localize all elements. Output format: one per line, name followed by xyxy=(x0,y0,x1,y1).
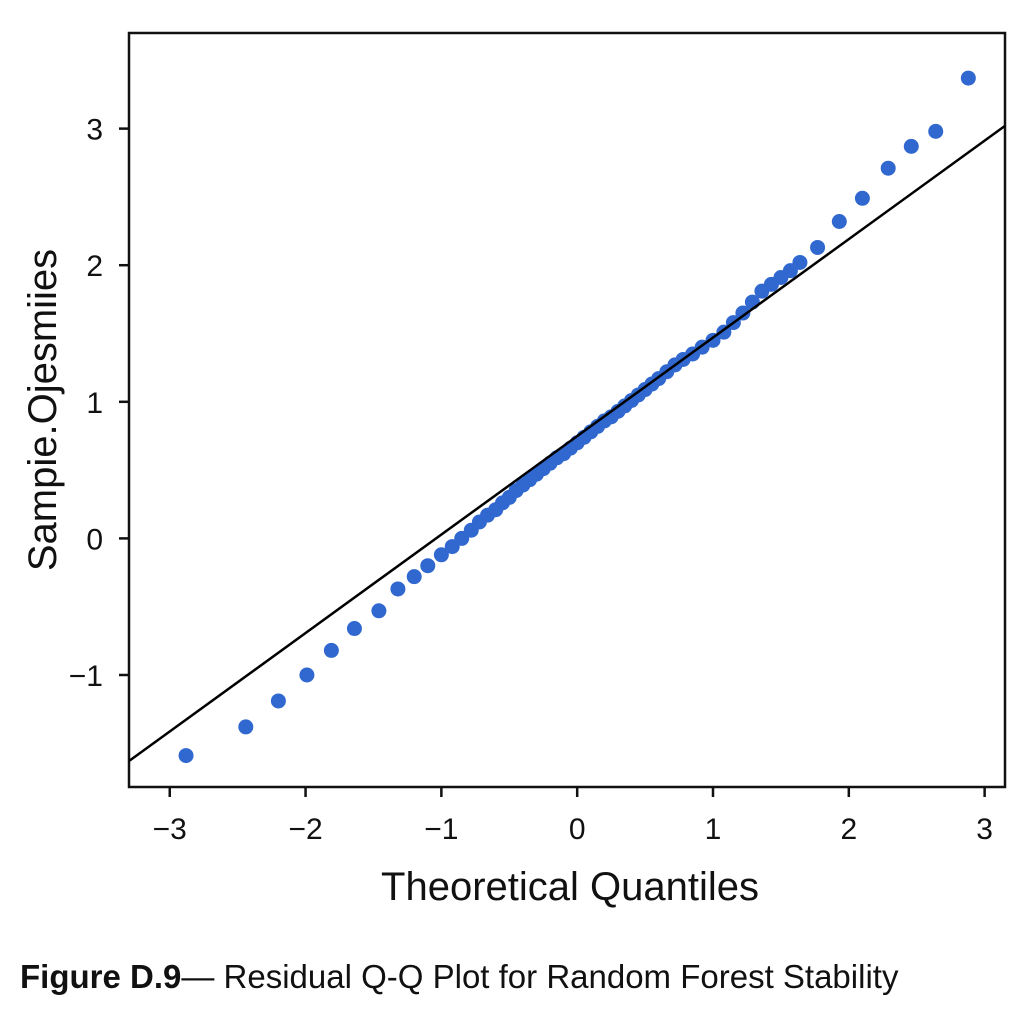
x-tick-label: −2 xyxy=(288,813,322,846)
data-point xyxy=(792,254,808,270)
x-tick-label: 0 xyxy=(569,813,586,846)
x-tick-label: −1 xyxy=(424,813,458,846)
figure-caption: Figure D.9— Residual Q-Q Plot for Random… xyxy=(20,958,1010,996)
data-point xyxy=(420,558,436,574)
data-point xyxy=(406,569,422,585)
data-point xyxy=(433,547,449,563)
data-point xyxy=(903,138,919,154)
data-point xyxy=(299,667,315,683)
y-tick-label: 0 xyxy=(86,523,103,556)
x-tick-label: 2 xyxy=(840,813,857,846)
data-point xyxy=(178,748,194,764)
data-point xyxy=(323,642,339,658)
data-point xyxy=(960,70,976,86)
y-tick-label: −1 xyxy=(69,660,103,693)
y-axis-title: Sampie.Ojesmiies xyxy=(21,249,65,571)
data-point xyxy=(810,239,826,255)
data-point xyxy=(928,123,944,139)
plot-frame xyxy=(127,31,1007,789)
data-point xyxy=(854,190,870,206)
data-point xyxy=(371,603,387,619)
x-axis-title: Theoretical Quantiles xyxy=(381,865,759,909)
x-axis-ticks: −3 −2 −1 0 1 2 3 xyxy=(153,787,993,846)
y-tick-label: 3 xyxy=(86,114,103,147)
x-tick-label: 1 xyxy=(705,813,722,846)
data-point xyxy=(705,332,721,348)
data-point xyxy=(238,719,254,735)
x-tick-label: −3 xyxy=(153,813,187,846)
y-axis-ticks: −1 0 1 2 3 xyxy=(69,114,129,693)
data-point xyxy=(735,305,751,321)
data-point xyxy=(880,160,896,176)
y-tick-label: 1 xyxy=(86,387,103,420)
caption-text: Residual Q-Q Plot for Random Forest Stab… xyxy=(223,958,899,995)
points-layer xyxy=(178,70,976,764)
y-tick-label: 2 xyxy=(86,250,103,283)
data-point xyxy=(346,621,362,637)
reference-line xyxy=(129,124,1005,763)
x-tick-label: 3 xyxy=(976,813,993,846)
caption-dash: — xyxy=(181,958,215,995)
data-point xyxy=(390,581,406,597)
figure-label: Figure D.9 xyxy=(20,958,182,995)
data-point xyxy=(270,693,286,709)
reference-line-layer xyxy=(129,124,1005,763)
data-point xyxy=(831,214,847,229)
